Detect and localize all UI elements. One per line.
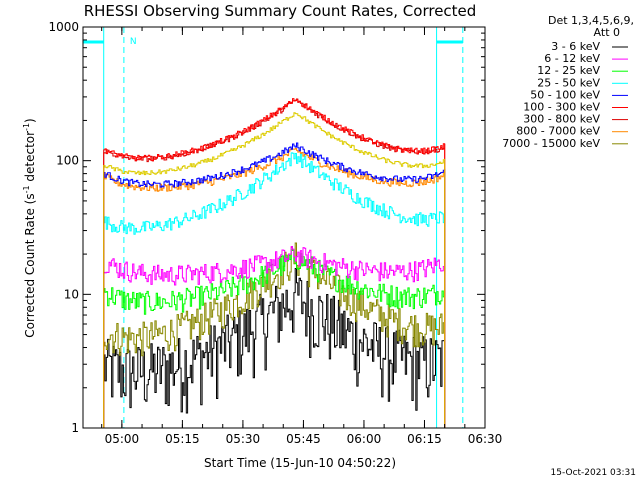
- series-line-3: [103, 152, 446, 428]
- legend-att: Att 0: [594, 26, 620, 39]
- legend-label: 300 - 800 keV: [523, 113, 600, 126]
- y-tick-label: 10: [64, 287, 79, 301]
- legend-header: Det 1,3,4,5,6,9,: [548, 14, 634, 27]
- legend-label: 3 - 6 keV: [551, 40, 600, 53]
- series-line-0: [103, 268, 446, 428]
- x-tick-label: 05:15: [165, 432, 200, 446]
- series-line-8: [103, 242, 446, 428]
- x-tick-label: 05:30: [226, 432, 261, 446]
- legend-label: 6 - 12 keV: [544, 52, 600, 65]
- x-tick-label: 06:30: [468, 432, 503, 446]
- plot-area: N: [83, 27, 464, 428]
- y-axis-label: Corrected Count Rate (s-1 detector-1): [22, 118, 37, 337]
- legend-label: 50 - 100 keV: [530, 88, 600, 101]
- x-tick-label: 06:15: [407, 432, 442, 446]
- series-line-2: [103, 249, 446, 428]
- legend-label: 7000 - 15000 keV: [502, 137, 600, 150]
- y-tick-label: 1000: [48, 20, 79, 34]
- chart-title: RHESSI Observing Summary Count Rates, Co…: [84, 2, 477, 20]
- legend-label: 12 - 25 keV: [537, 64, 600, 77]
- legend-label: 800 - 7000 keV: [516, 125, 600, 138]
- x-tick-label: 05:00: [105, 432, 140, 446]
- x-tick-label: 06:00: [347, 432, 382, 446]
- y-tick-label: 1: [71, 421, 79, 435]
- legend-label: 100 - 300 keV: [523, 101, 600, 114]
- series-line-overlay: [103, 112, 446, 428]
- series-line-1: [103, 246, 446, 428]
- x-tick-label: 05:45: [286, 432, 321, 446]
- night-marker: N: [130, 37, 137, 47]
- legend-label: 25 - 50 keV: [537, 76, 600, 89]
- series-line-5: [103, 98, 446, 428]
- plot-frame: [82, 26, 486, 429]
- x-axis-label: Start Time (15-Jun-10 04:50:22): [204, 456, 396, 470]
- axes: 1 10 100 1000 05:00 05:15 05:30 05:45 06:00 06:15…: [48, 20, 502, 446]
- series-line-4: [103, 142, 446, 428]
- y-tick-label: 100: [56, 154, 79, 168]
- timestamp: 15-Oct-2021 03:31: [551, 468, 636, 478]
